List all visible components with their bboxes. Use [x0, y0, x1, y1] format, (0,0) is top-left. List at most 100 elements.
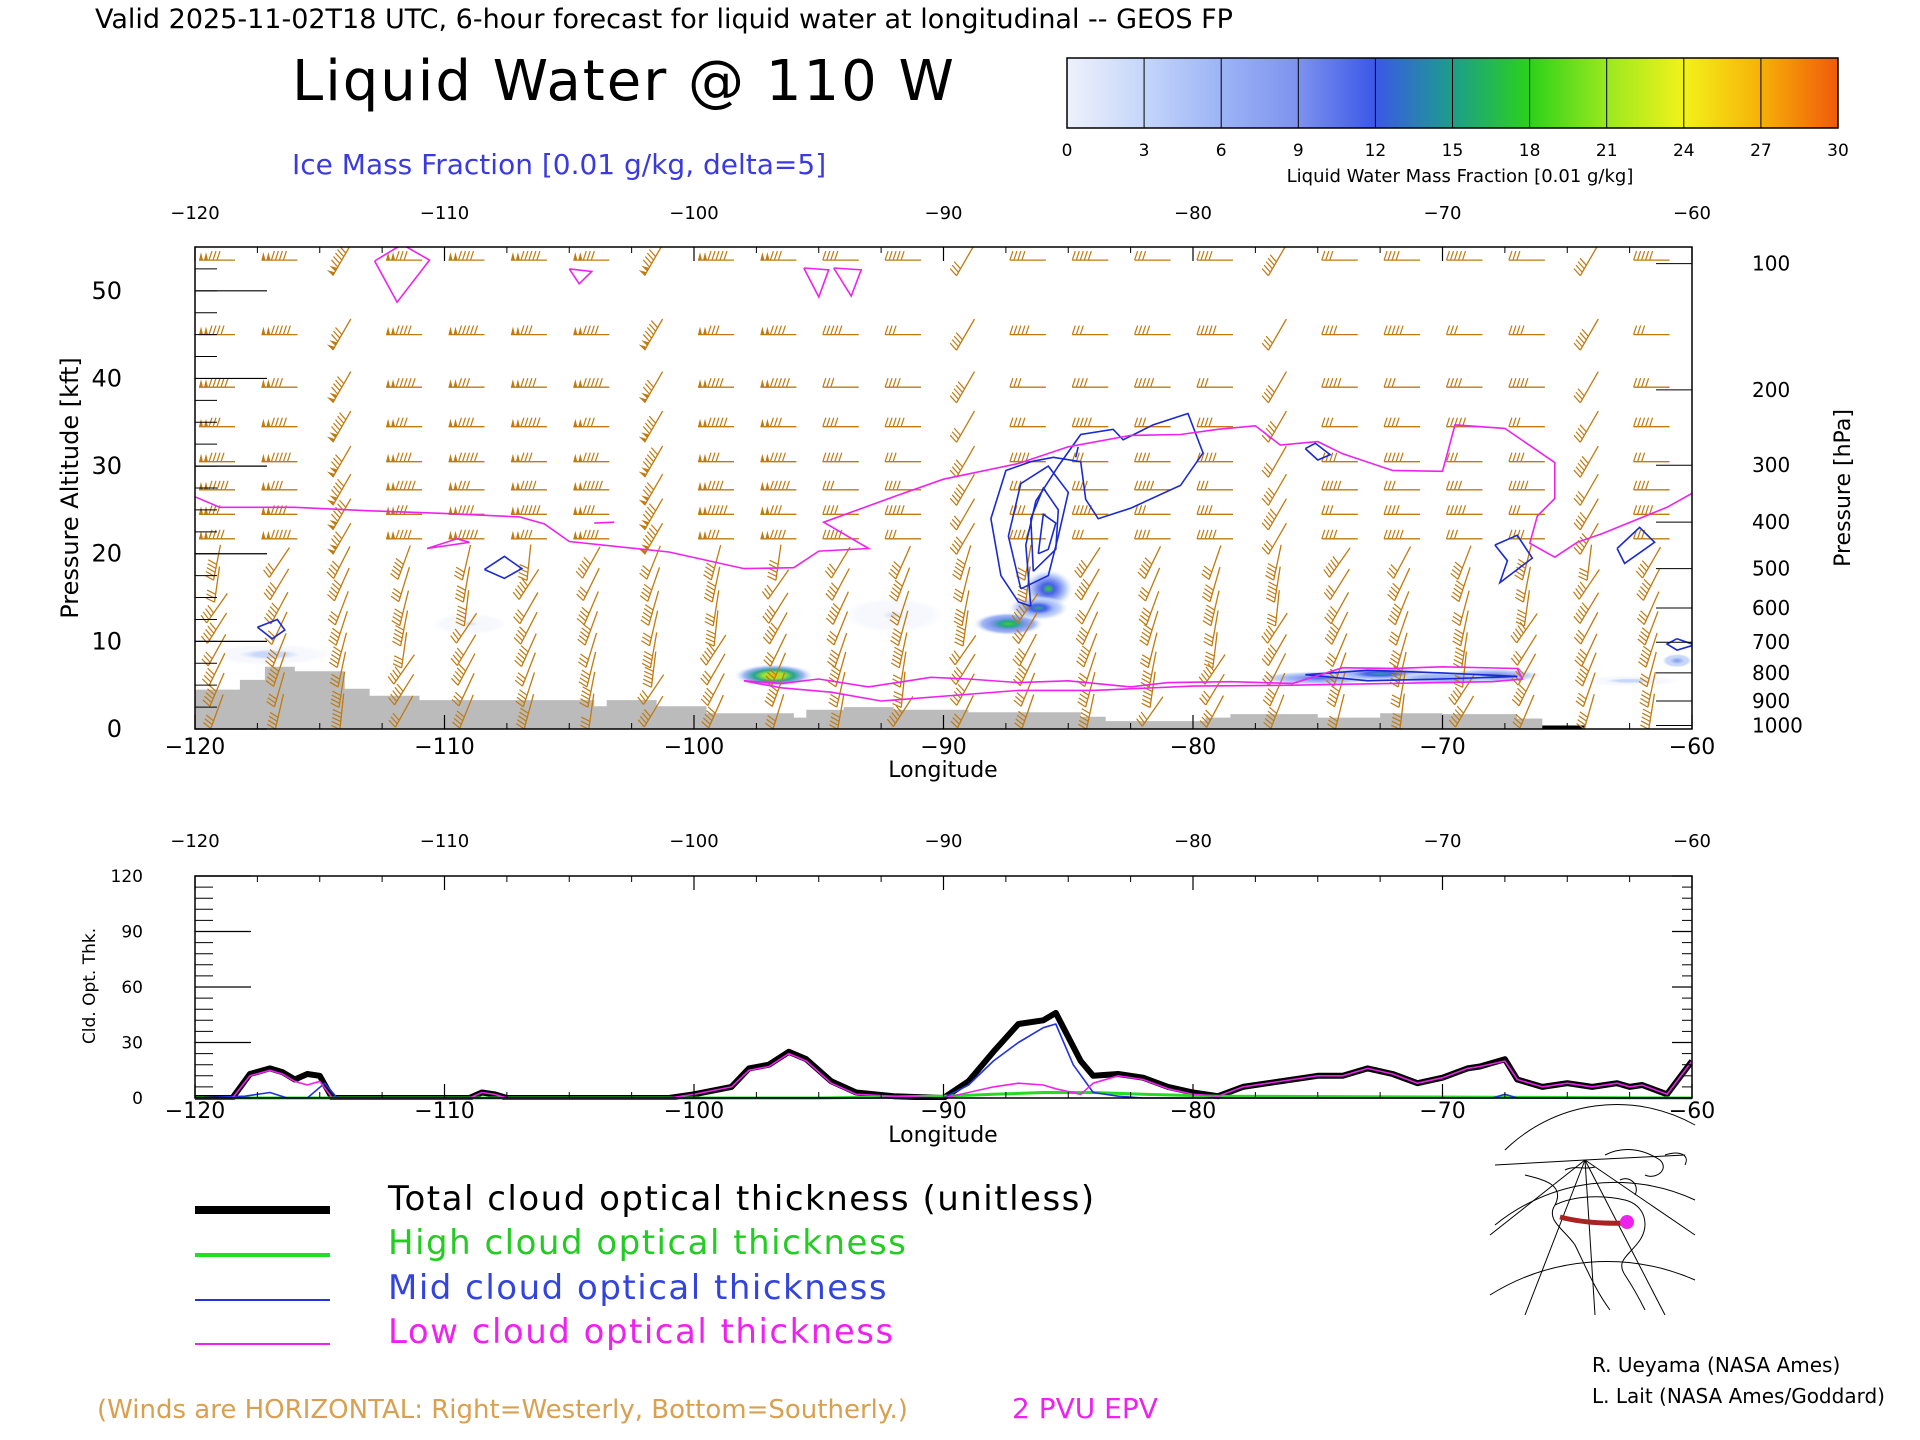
wind-barb-tick [1329, 689, 1339, 696]
wind-barb-tick [270, 378, 275, 388]
wind-barb-tick [330, 564, 338, 572]
wind-barb-tick [461, 378, 467, 388]
wind-barb-tick [888, 325, 893, 335]
wind-barb-tick [1392, 650, 1401, 657]
wind-barb-tick [766, 652, 775, 660]
wind-barb [642, 651, 657, 688]
wind-barb-tick [1575, 264, 1583, 273]
wind-barb-tick [711, 452, 716, 462]
wind-barb-tick [387, 676, 395, 685]
wind-barb [698, 452, 734, 463]
wind-barb-tick [208, 529, 213, 539]
wind-barb-shaft [458, 673, 475, 707]
wind-barb-tick [1512, 480, 1517, 490]
wind-barb [822, 505, 859, 515]
wind-barb-tick [1263, 391, 1271, 400]
wind-barb-tick [1575, 588, 1582, 597]
wind-barb-shaft [962, 610, 969, 647]
wind-barb [1261, 634, 1287, 667]
wind-barb-tick [333, 646, 342, 653]
wind-barb [513, 611, 538, 645]
wind-barb-tick [335, 506, 343, 515]
wind-barb [510, 452, 547, 463]
wind-barb-tick [1390, 564, 1398, 572]
wind-barb-tick [1203, 616, 1213, 623]
wind-barb-tick [266, 723, 276, 729]
wind-barb [949, 445, 976, 478]
wind-barb-tick [451, 678, 459, 686]
wind-barb-tick [1208, 325, 1213, 335]
wind-barb-shaft [836, 671, 846, 708]
wind-barb-tick [1269, 420, 1277, 429]
wind-barb-tick [704, 592, 714, 599]
wind-barb-tick [884, 452, 889, 462]
wind-barb-tick [830, 529, 835, 539]
wind-barb-tick [1013, 250, 1018, 261]
wind-barb-tick [900, 505, 905, 515]
wind-barb-flag [391, 418, 396, 427]
wind-barb [200, 612, 228, 644]
wind-barb-tick [1516, 417, 1521, 427]
wind-barb-tick [1017, 417, 1022, 427]
wind-barb [1321, 505, 1358, 515]
wind-barb-tick [1321, 378, 1326, 388]
wind-barb-tick [1079, 250, 1084, 261]
wind-barb-tick [392, 636, 402, 643]
wind-barb-tick [892, 480, 897, 490]
wind-barb-shaft [642, 674, 665, 705]
wind-barb [888, 567, 911, 602]
wind-barb [1573, 612, 1599, 645]
wind-barb-tick [764, 587, 771, 597]
wind-barb-tick [1577, 388, 1585, 397]
wind-barb-tick [1573, 342, 1581, 351]
main-x-tick-label: −120 [165, 735, 225, 760]
wind-barb-tick [1203, 713, 1211, 721]
wind-barb-tick [1267, 589, 1277, 595]
ice-contour [1037, 512, 1057, 555]
wind-barb-tick [888, 250, 893, 261]
wind-barb-tick [1579, 257, 1587, 266]
wind-barb [1325, 633, 1348, 668]
wind-barb [326, 498, 352, 531]
wind-barb-tick [1333, 325, 1338, 335]
wind-barbs [199, 247, 1670, 729]
wind-barb-tick [892, 674, 902, 680]
wind-barb-tick [1453, 565, 1462, 573]
wind-barb-tick [1071, 378, 1076, 388]
wind-barb-tick [955, 608, 965, 615]
wind-barb-tick [953, 650, 961, 659]
wind-barb-shaft [207, 634, 227, 667]
opt-y-tick-label: 0 [132, 1089, 143, 1109]
wind-barb-tick [1386, 571, 1395, 579]
wind-barb-tick [1640, 653, 1649, 661]
wind-barb-tick [893, 583, 902, 591]
wind-barb [1074, 568, 1100, 601]
wind-barb-tick [1140, 635, 1149, 643]
wind-barb-tick [896, 480, 901, 490]
wind-barb [1321, 250, 1358, 261]
wind-barb-tick [1269, 254, 1277, 263]
wind-barb [510, 417, 547, 428]
wind-barb [1452, 610, 1469, 647]
wind-barb-tick [465, 452, 471, 462]
winds-note: (Winds are HORIZONTAL: Right=Westerly, B… [97, 1395, 908, 1425]
wind-barb-flag [515, 453, 520, 462]
wind-barb-tick [456, 609, 467, 615]
wind-barb [1387, 567, 1411, 602]
main-y-tick-label: 10 [91, 627, 122, 655]
wind-barb-tick [528, 480, 533, 490]
wind-barb [448, 505, 485, 515]
wind-barb-tick [330, 631, 340, 639]
wind-barb-tick [1083, 417, 1088, 427]
wind-barb-tick [1201, 694, 1209, 702]
wind-barb-tick [953, 713, 962, 721]
main-top-tick-label: −80 [1174, 203, 1212, 224]
wind-barb-tick [520, 645, 529, 653]
wind-barb-tick [1641, 378, 1646, 388]
wind-barb-tick [1512, 505, 1517, 515]
wind-barb [1198, 654, 1226, 685]
wind-barb-tick [524, 325, 529, 335]
wind-barb-tick [706, 687, 714, 696]
wind-barb-tick [838, 529, 843, 539]
wind-barb-shaft [339, 693, 345, 729]
